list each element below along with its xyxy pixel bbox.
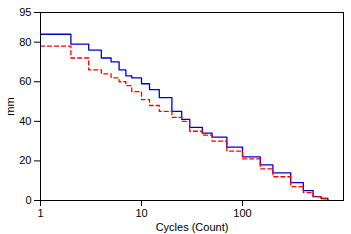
svg-text:95: 95: [19, 6, 31, 18]
svg-text:0: 0: [25, 194, 31, 206]
svg-text:20: 20: [19, 154, 31, 166]
svg-text:1: 1: [37, 207, 43, 219]
svg-text:mm: mm: [4, 97, 16, 115]
svg-text:80: 80: [19, 36, 31, 48]
svg-text:10: 10: [135, 207, 147, 219]
svg-text:Cycles (Count): Cycles (Count): [156, 221, 229, 233]
svg-text:100: 100: [233, 207, 251, 219]
svg-text:60: 60: [19, 75, 31, 87]
svg-text:40: 40: [19, 115, 31, 127]
